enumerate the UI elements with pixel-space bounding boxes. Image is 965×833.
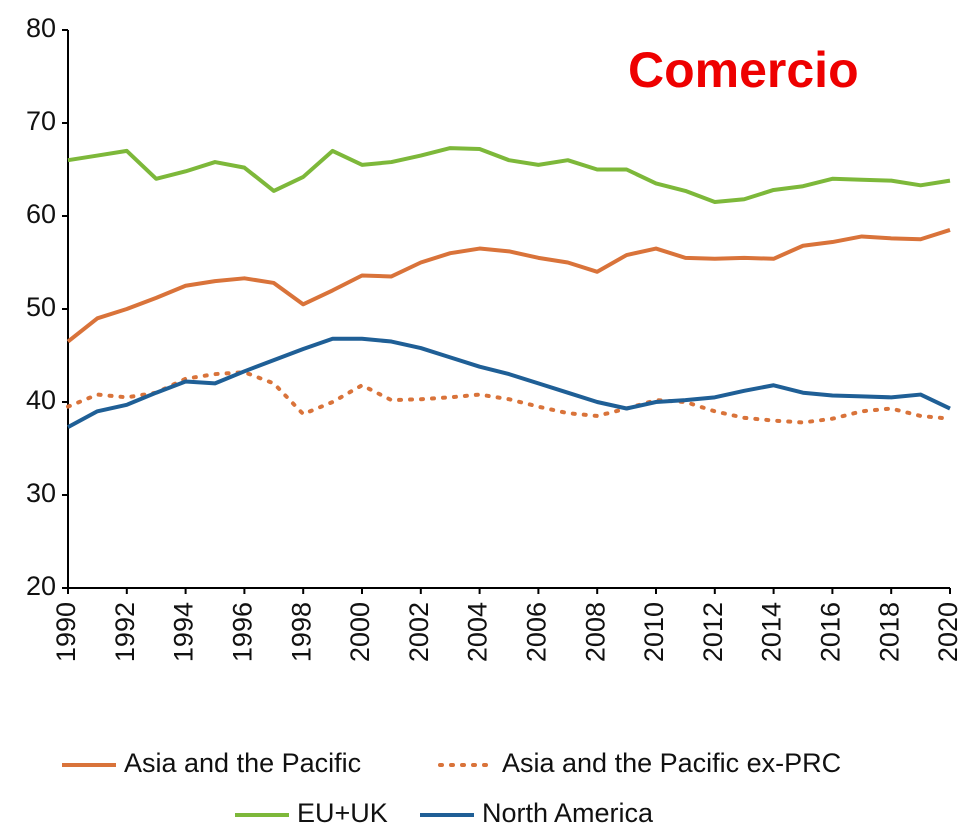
y-tick-label: 20: [26, 571, 56, 601]
legend-label: Asia and the Pacific ex-PRC: [502, 748, 841, 778]
x-tick-label: 2000: [345, 602, 375, 662]
x-tick-label: 2016: [816, 602, 846, 662]
x-tick-label: 1994: [169, 602, 199, 662]
x-tick-label: 2018: [874, 602, 904, 662]
y-tick-label: 60: [26, 199, 56, 229]
series-line: [67, 146, 951, 205]
x-tick-label: 2008: [580, 602, 610, 662]
y-tick-label: 70: [26, 106, 56, 136]
y-tick-label: 30: [26, 478, 56, 508]
series-line: [67, 336, 951, 429]
x-tick-label: 1992: [110, 602, 140, 662]
y-tick-label: 50: [26, 292, 56, 322]
x-tick-label: 1998: [286, 602, 316, 662]
x-tick-label: 2020: [933, 602, 963, 662]
x-tick-label: 2014: [757, 602, 787, 662]
y-tick-label: 40: [26, 385, 56, 415]
chart-title: Comercio: [628, 42, 859, 98]
x-tick-label: 2004: [463, 602, 493, 662]
legend-label: EU+UK: [297, 798, 388, 828]
legend-label: North America: [482, 798, 654, 828]
x-tick-label: 1996: [228, 602, 258, 662]
x-tick-label: 1990: [51, 602, 81, 662]
x-tick-label: 2002: [404, 602, 434, 662]
x-tick-label: 2010: [639, 602, 669, 662]
y-tick-label: 80: [26, 13, 56, 43]
series-line: [66, 228, 951, 344]
series-line: [66, 370, 952, 425]
x-tick-label: 2006: [522, 602, 552, 662]
x-tick-label: 2012: [698, 602, 728, 662]
legend-label: Asia and the Pacific: [124, 748, 361, 778]
